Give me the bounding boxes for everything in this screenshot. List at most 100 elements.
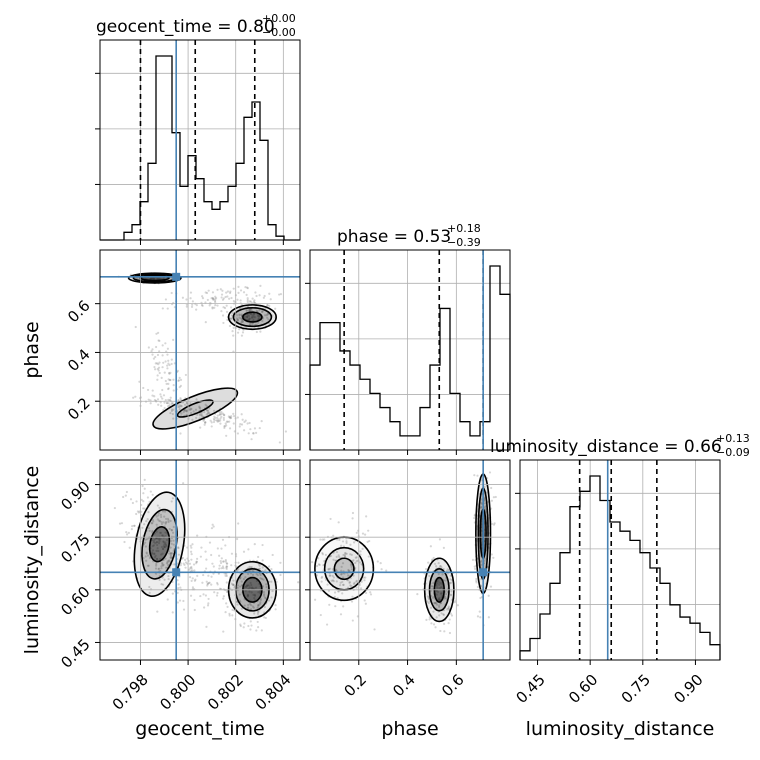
sample-point (148, 556, 152, 560)
sample-point (251, 314, 254, 317)
sample-point (171, 611, 174, 614)
sample-point (132, 396, 135, 399)
sample-point (151, 549, 155, 552)
sample-point (240, 313, 243, 316)
y-tick-label-phase: 0.2 (64, 394, 94, 424)
sample-point (210, 583, 213, 586)
sample-point (158, 578, 161, 582)
sample-point (163, 545, 167, 548)
sample-point (249, 581, 252, 585)
sample-point (184, 566, 187, 569)
sample-point (228, 291, 232, 295)
sample-point (246, 297, 249, 300)
sample-point (439, 586, 442, 589)
sample-point (179, 384, 182, 387)
sample-point (244, 576, 247, 579)
sample-point (450, 590, 453, 593)
sample-point (225, 291, 228, 294)
sample-point (190, 407, 193, 411)
x-tick-label-geocent-time: 0.804 (252, 671, 295, 714)
sample-point (337, 521, 340, 524)
sample-point (158, 350, 161, 353)
sample-point (156, 610, 159, 613)
sample-point (250, 608, 253, 611)
sample-point (493, 522, 496, 525)
sample-point (169, 552, 173, 555)
sample-point (248, 586, 251, 589)
sample-point (151, 348, 154, 351)
sample-point (217, 420, 221, 423)
sample-point (166, 598, 169, 601)
sample-point (253, 543, 256, 546)
sample-point (263, 596, 267, 599)
sample-point (161, 547, 165, 551)
sample-point (246, 316, 249, 319)
sample-point (483, 485, 486, 489)
sample-point (142, 500, 145, 503)
sample-point (430, 622, 433, 625)
sample-point (479, 596, 482, 600)
sample-point (170, 409, 173, 413)
sample-point (263, 605, 266, 609)
sample-point (238, 593, 241, 596)
sample-point (179, 398, 182, 401)
sample-point (239, 623, 242, 626)
sample-point (171, 497, 174, 500)
sample-point (159, 513, 163, 516)
sample-point (438, 581, 441, 584)
sample-point (155, 515, 158, 518)
sample-point (244, 286, 247, 289)
sample-point (206, 604, 210, 607)
sample-point (169, 396, 172, 399)
sample-point (366, 540, 369, 543)
histogram-geocent-time (100, 55, 300, 241)
sample-point (239, 577, 242, 580)
panel-luminosity-distance-luminosity-distance (519, 459, 721, 661)
sample-point (349, 563, 352, 566)
sample-point (320, 576, 323, 580)
sample-point (447, 607, 450, 610)
sample-point (220, 567, 223, 570)
sample-point (278, 441, 281, 444)
sample-point (158, 339, 161, 342)
sample-point (268, 322, 271, 325)
sample-point (433, 562, 437, 566)
sample-point (160, 582, 163, 586)
x-tick-label-phase: 0.4 (389, 671, 419, 701)
sample-point (354, 556, 357, 559)
sample-point (225, 602, 228, 605)
sample-point (133, 524, 136, 527)
sample-point (223, 425, 226, 428)
sample-point (330, 579, 333, 582)
sample-point (483, 506, 486, 510)
sample-point (363, 599, 366, 602)
sample-point (195, 560, 198, 563)
sample-point (229, 290, 232, 293)
sample-point (228, 416, 232, 419)
sample-point (253, 596, 256, 600)
sample-point (147, 527, 150, 530)
sample-point (204, 421, 207, 424)
sample-point (203, 423, 206, 426)
sample-point (198, 412, 201, 415)
sample-point (145, 552, 148, 555)
sample-point (239, 423, 242, 426)
x-tick-label-phase: 0.2 (340, 671, 370, 701)
sample-point (177, 546, 180, 549)
sample-point (128, 546, 131, 549)
sample-point (215, 594, 219, 597)
sample-point (159, 520, 162, 523)
sample-point (453, 601, 456, 604)
sample-point (151, 551, 154, 554)
sample-point (251, 586, 254, 589)
sample-point (432, 623, 436, 626)
sample-point (236, 432, 240, 435)
sample-point (259, 284, 262, 287)
sample-point (318, 563, 321, 566)
sample-point (319, 538, 322, 541)
sample-point (328, 603, 331, 606)
sample-point (208, 411, 211, 414)
sample-point (244, 419, 247, 422)
sample-point (157, 549, 160, 553)
sample-point (246, 584, 249, 587)
